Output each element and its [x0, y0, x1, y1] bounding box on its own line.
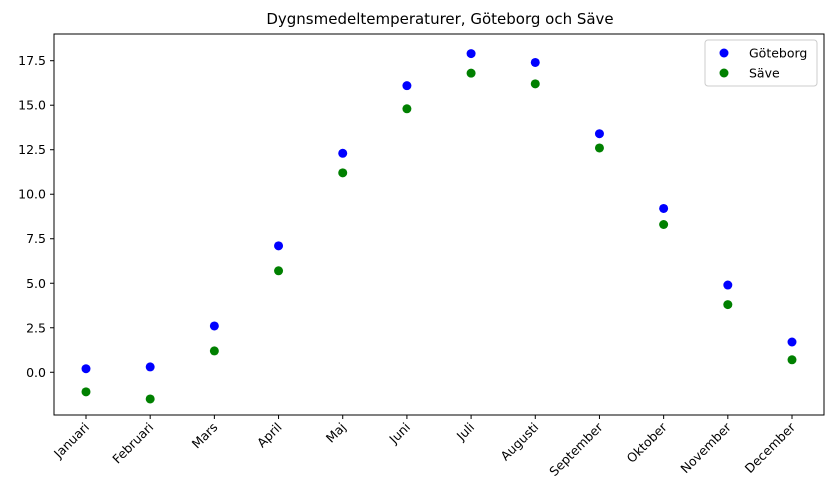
y-tick-label: 10.0: [18, 187, 46, 202]
data-point: [594, 143, 604, 153]
x-tick-label: Juni: [385, 420, 413, 448]
x-tick-label: Februari: [109, 420, 156, 467]
data-point: [209, 321, 219, 331]
data-point: [530, 57, 540, 67]
x-tick-label: Maj: [323, 420, 349, 446]
data-point: [530, 79, 540, 89]
x-tick-label: Mars: [189, 420, 221, 452]
x-tick-label: Juli: [453, 420, 477, 444]
y-tick-label: 5.0: [26, 276, 46, 291]
legend-label: Göteborg: [749, 46, 807, 61]
data-points: [81, 49, 797, 404]
y-tick-label: 15.0: [18, 98, 46, 113]
data-point: [466, 49, 476, 59]
data-point: [81, 364, 91, 374]
legend-marker: [719, 68, 729, 78]
y-tick-label: 0.0: [26, 365, 46, 380]
data-point: [145, 394, 155, 404]
data-point: [466, 68, 476, 78]
plot-frame: [53, 33, 825, 416]
y-tick-label: 2.5: [26, 320, 46, 335]
data-point: [787, 337, 797, 347]
data-point: [723, 280, 733, 290]
x-tick-label: April: [254, 420, 285, 451]
data-point: [659, 203, 669, 213]
data-point: [594, 129, 604, 139]
x-axis: Januari Februari Mars April Maj Juni Juli Augus…: [50, 415, 799, 479]
legend-label: Säve: [749, 66, 780, 81]
x-tick-label: September: [546, 419, 606, 479]
x-tick-label: December: [742, 419, 799, 476]
legend-marker: [719, 48, 729, 58]
y-tick-label: 12.5: [18, 142, 46, 157]
data-point: [659, 220, 669, 229]
data-point: [274, 266, 284, 276]
legend: Göteborg Säve: [704, 39, 818, 87]
legend-box: [704, 39, 818, 87]
data-point: [338, 148, 348, 158]
data-point: [81, 387, 91, 397]
data-point: [209, 346, 219, 356]
series-save: [81, 68, 797, 404]
y-tick-label: 7.5: [26, 231, 46, 246]
data-point: [402, 81, 412, 91]
x-tick-label: Oktober: [624, 419, 671, 466]
series-goteborg: [81, 49, 797, 374]
data-point: [402, 104, 412, 114]
x-tick-label: Januari: [50, 420, 92, 462]
data-point: [338, 168, 348, 178]
chart-title: Dygnsmedeltemperaturer, Göteborg och Säv…: [266, 10, 613, 28]
data-point: [723, 300, 733, 310]
x-tick-label: Augusti: [497, 420, 541, 464]
data-point: [787, 355, 797, 365]
data-point: [145, 362, 155, 372]
y-axis: 0.0 2.5 5.0 7.5 10.0 12.5 15.0 17.5: [18, 53, 54, 380]
y-tick-label: 17.5: [18, 53, 46, 68]
x-tick-label: November: [677, 419, 734, 476]
data-point: [274, 241, 284, 251]
